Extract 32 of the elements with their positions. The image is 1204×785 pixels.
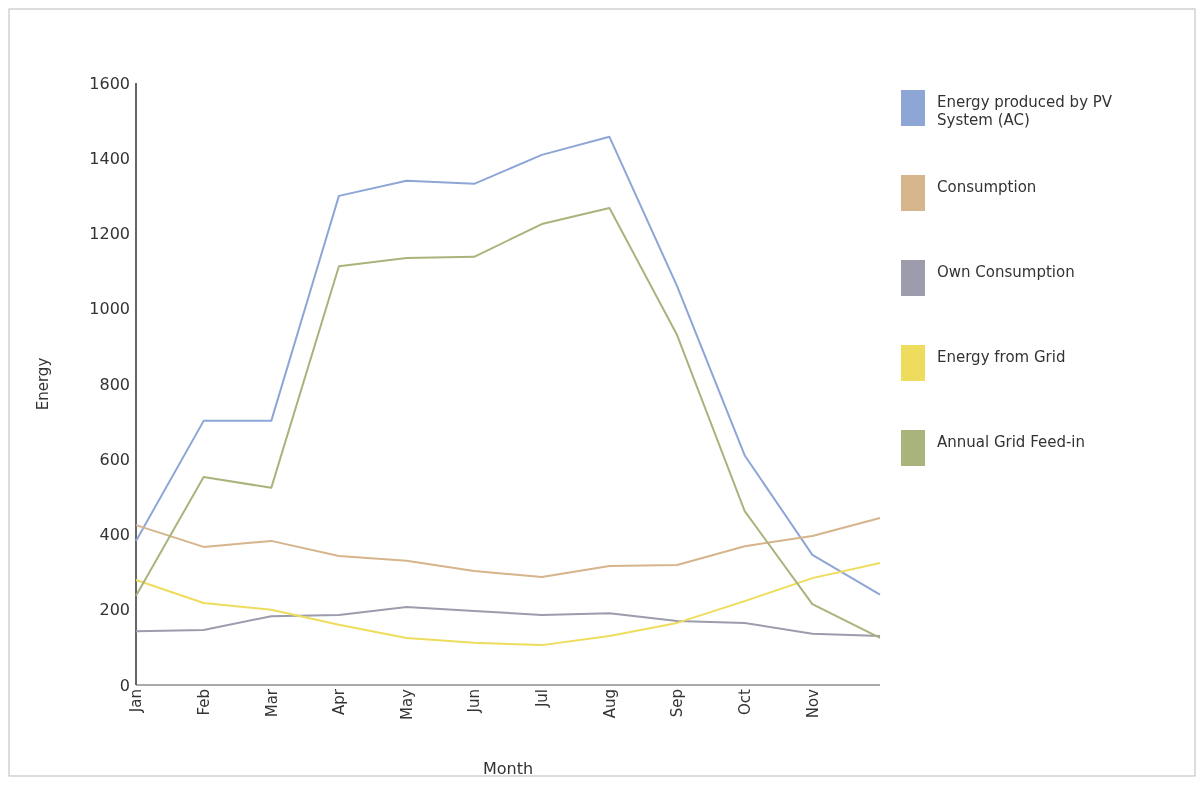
y-tick-label: 0 <box>119 675 130 695</box>
y-tick-label: 800 <box>99 374 130 394</box>
legend-label: Annual Grid Feed-in <box>937 433 1086 452</box>
legend-label: Energy from Grid <box>937 348 1066 367</box>
line-series <box>135 516 881 579</box>
y-tick-label: 1000 <box>89 299 130 319</box>
x-tick-label: Jun <box>465 689 484 714</box>
y-tick-label: 1600 <box>89 73 130 93</box>
y-tick-label: 400 <box>99 525 130 545</box>
y-tick-label: 200 <box>99 600 130 620</box>
x-tick-label: Mar <box>262 688 281 718</box>
line-series <box>135 206 881 639</box>
x-tick-label: Oct <box>735 688 754 715</box>
line-series <box>135 606 881 638</box>
x-tick-label: Aug <box>600 689 619 719</box>
y-axis-title: Energy <box>34 357 52 411</box>
x-tick-label: Nov <box>803 688 822 719</box>
x-tick-label: Sep <box>668 689 687 718</box>
x-axis-title: Month <box>482 759 534 778</box>
line-series <box>135 135 881 596</box>
y-tick-label: 1400 <box>89 148 130 168</box>
x-tick-label: May <box>397 688 416 721</box>
line-series <box>135 562 881 647</box>
legend-label: Consumption <box>937 178 1037 197</box>
legend-label: Energy produced by PV System (AC) <box>937 93 1113 130</box>
x-tick-label: Jan <box>127 689 146 714</box>
y-tick-label: 600 <box>99 449 130 469</box>
legend-label: Own Consumption <box>937 263 1075 282</box>
x-tick-label: Jul <box>533 689 552 709</box>
y-tick-label: 1200 <box>89 224 130 244</box>
x-tick-label: Feb <box>194 689 213 716</box>
x-tick-label: Apr <box>330 688 349 715</box>
